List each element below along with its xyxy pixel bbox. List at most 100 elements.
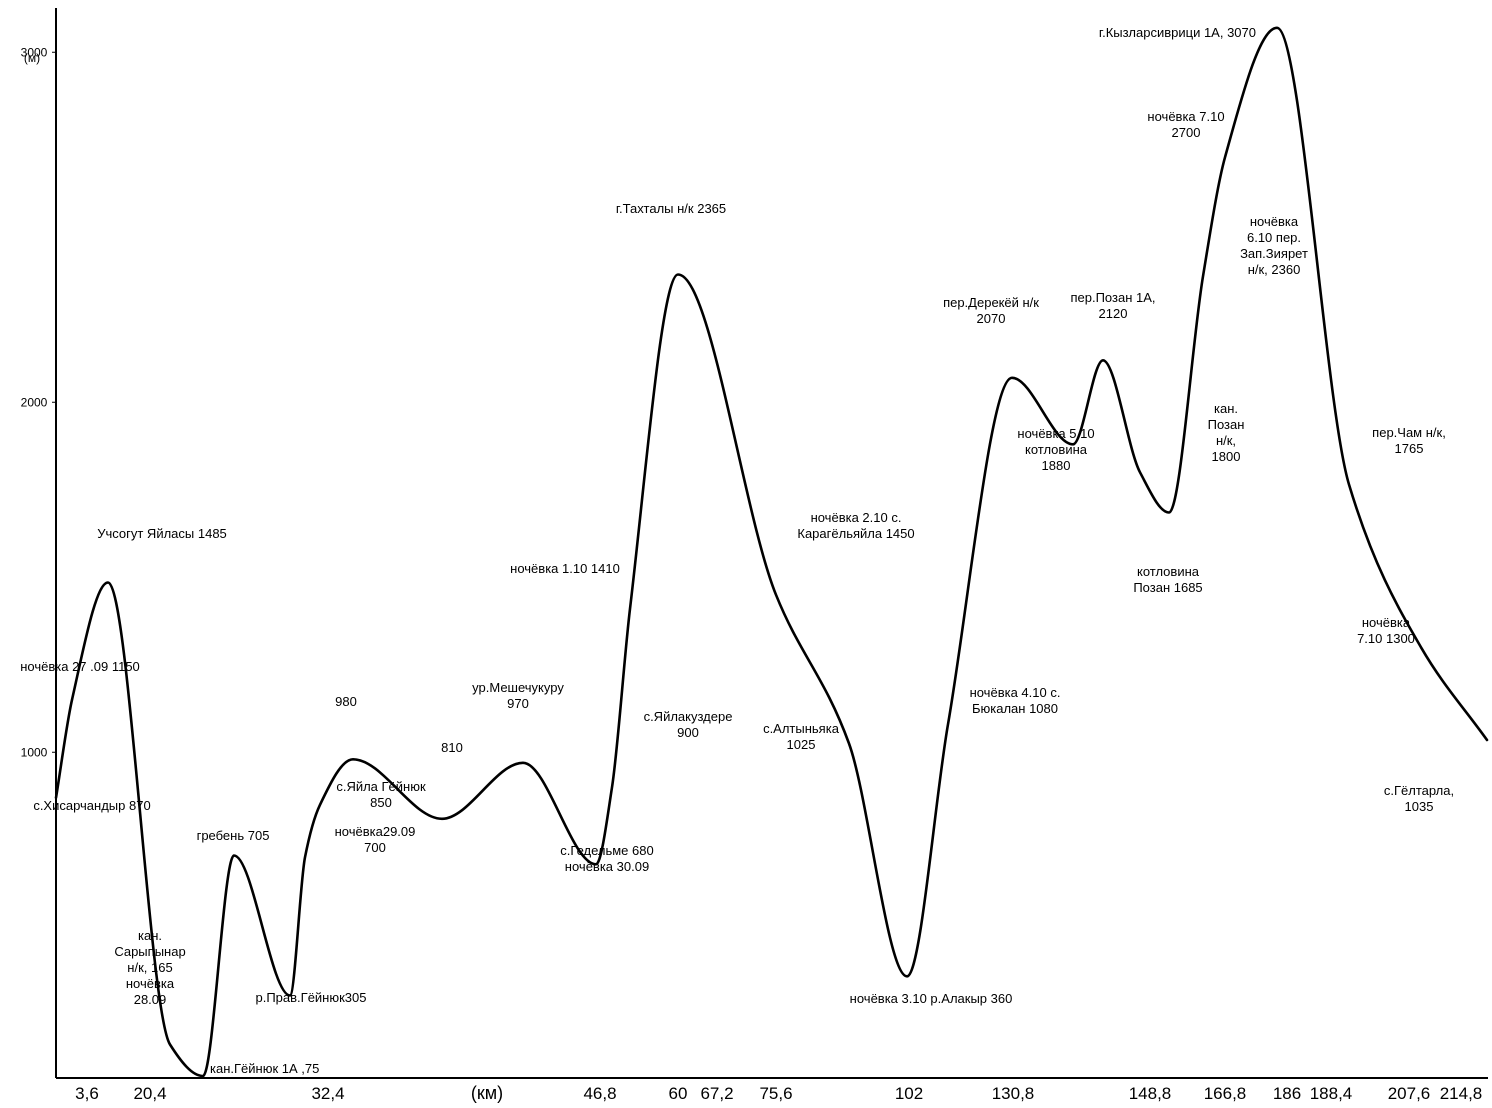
point-annotation: гребень 705 [197, 828, 270, 843]
point-annotation: ночёвка 27 .09 1150 [20, 659, 140, 674]
elevation-profile-line [54, 26, 1489, 1078]
annotation-line: с.Хисарчандыр 870 [33, 798, 150, 813]
annotation-line: 980 [335, 694, 357, 709]
annotation-line: 1765 [1395, 441, 1424, 456]
annotation-line: 6.10 пер. [1247, 230, 1301, 245]
annotation-line: 2070 [977, 311, 1006, 326]
point-annotation: ночёвка29.09 700 [335, 824, 416, 855]
annotation-line: пер.Позан 1А, [1070, 290, 1155, 305]
annotation-line: ночёвка 2.10 с. [811, 510, 902, 525]
point-annotation: 810 [441, 740, 463, 755]
point-annotation: р.Прав.Гёйнюк305 [255, 990, 366, 1005]
annotation-line: Карагёльяйла 1450 [797, 526, 914, 541]
annotation-line: н/к, [1216, 433, 1236, 448]
annotation-line: ночёвка [1250, 214, 1299, 229]
annotation-line: Зап.Зиярет [1240, 246, 1308, 261]
annotation-line: с.Яйлакуздере [644, 709, 733, 724]
annotation-line: ночёвка 5.10 [1017, 426, 1094, 441]
annotation-line: 2120 [1099, 306, 1128, 321]
annotation-line: кан. [1214, 401, 1238, 416]
annotation-line: г.Тахталы н/к 2365 [616, 201, 726, 216]
x-tick-label: 75,6 [759, 1084, 792, 1103]
x-tick-label: 67,2 [700, 1084, 733, 1103]
x-tick-label: 32,4 [311, 1084, 344, 1103]
x-tick-label: 148,8 [1129, 1084, 1172, 1103]
point-annotation: ночёвка 2.10 с. Карагёльяйла 1450 [797, 510, 914, 541]
y-tick-label: 1000 [21, 745, 48, 759]
point-annotation: с.Гёлтарла, 1035 [1384, 783, 1454, 814]
point-annotation: с.Яйлакуздере 900 [644, 709, 733, 740]
annotation-line: с.Гедельме 680 [560, 843, 653, 858]
annotation-line: ночёвка 1.10 1410 [510, 561, 620, 576]
point-annotation: 980 [335, 694, 357, 709]
point-annotation: г.Кызларсиврици 1А, 3070 [1099, 25, 1256, 40]
annotation-line: пер.Чам н/к, [1372, 425, 1446, 440]
annotation-line: 1800 [1212, 449, 1241, 464]
annotation-line: Позан 1685 [1133, 580, 1202, 595]
annotation-line: ночёвка 27 .09 1150 [20, 659, 140, 674]
point-annotation: пер.Дерекёй н/к 2070 [943, 295, 1039, 326]
annotation-line: с.Яйла Гёйнюк [336, 779, 426, 794]
annotation-line: ночёвка [126, 976, 175, 991]
point-annotation: Учсогут Яйласы 1485 [97, 526, 227, 541]
annotation-line: с.Алтыньяка [763, 721, 840, 736]
annotation-line: р.Прав.Гёйнюк305 [255, 990, 366, 1005]
point-annotation: ночёвка 7.10 1300 [1357, 615, 1415, 646]
annotation-line: котловина [1137, 564, 1200, 579]
point-annotation: котловина Позан 1685 [1133, 564, 1202, 595]
y-tick-label: 3000 [21, 45, 48, 59]
x-tick-label: 102 [895, 1084, 923, 1103]
annotation-line: ночёвка 7.10 [1147, 109, 1224, 124]
point-annotation: ур.Мешечукуру 970 [472, 680, 564, 711]
annotation-line: н/к, 165 [127, 960, 172, 975]
x-tick-label: 166,8 [1204, 1084, 1247, 1103]
point-annotation: с.Хисарчандыр 870 [33, 798, 150, 813]
annotation-line: 850 [370, 795, 392, 810]
point-annotation: пер.Чам н/к, 1765 [1372, 425, 1446, 456]
annotation-line: 900 [677, 725, 699, 740]
annotation-line: Позан [1208, 417, 1245, 432]
annotation-line: 7.10 1300 [1357, 631, 1415, 646]
annotation-line: Учсогут Яйласы 1485 [97, 526, 227, 541]
point-annotation: пер.Позан 1А, 2120 [1070, 290, 1155, 321]
point-annotation: с.Гедельме 680 ночёвка 30.09 [560, 843, 653, 874]
axes: (м) (км) [24, 8, 1488, 1103]
annotation-line: кан. [138, 928, 162, 943]
x-tick-label: 207,6 [1388, 1084, 1431, 1103]
x-tick-label: 20,4 [133, 1084, 166, 1103]
annotation-line: 1025 [787, 737, 816, 752]
x-axis-label: (км) [471, 1083, 503, 1103]
annotation-line: 1880 [1042, 458, 1071, 473]
x-tick-label: 188,4 [1310, 1084, 1353, 1103]
annotation-line: ночёвка 3.10 р.Алакыр 360 [850, 991, 1013, 1006]
annotation-line: ночёвка [1362, 615, 1411, 630]
annotation-line: Бюкалан 1080 [972, 701, 1058, 716]
point-annotation: ночёвка 7.10 2700 [1147, 109, 1224, 140]
point-annotation: кан. Сарыпынар н/к, 165 ночёвка 28.09 [114, 928, 185, 1007]
annotation-line: 2700 [1172, 125, 1201, 140]
annotation-line: г.Кызларсиврици 1А, 3070 [1099, 25, 1256, 40]
annotation-line: с.Гёлтарла, [1384, 783, 1454, 798]
point-annotation: с.Яйла Гёйнюк 850 [336, 779, 426, 810]
point-annotation: ночёвка 3.10 р.Алакыр 360 [850, 991, 1013, 1006]
y-tick-label: 2000 [21, 395, 48, 409]
annotation-line: н/к, 2360 [1248, 262, 1301, 277]
annotation-line: 810 [441, 740, 463, 755]
annotation-line: 1035 [1405, 799, 1434, 814]
x-tick-label: 60 [669, 1084, 688, 1103]
annotation-line: Сарыпынар [114, 944, 185, 959]
annotation-line: ур.Мешечукуру [472, 680, 564, 695]
x-tick-label: 214,8 [1440, 1084, 1483, 1103]
y-ticks: 1000 2000 3000 [21, 45, 56, 759]
x-tick-label: 130,8 [992, 1084, 1035, 1103]
annotation-line: 970 [507, 696, 529, 711]
point-annotation: ночёвка 1.10 1410 [510, 561, 620, 576]
point-annotation: с.Алтыньяка 1025 [763, 721, 840, 752]
x-tick-label: 3,6 [75, 1084, 99, 1103]
annotation-line: ночёвка29.09 [335, 824, 416, 839]
annotation-line: кан.Гёйнюк 1А ,75 [210, 1061, 319, 1076]
x-tick-label: 46,8 [583, 1084, 616, 1103]
point-annotation: кан.Гёйнюк 1А ,75 [210, 1061, 319, 1076]
x-tick-label: 186 [1273, 1084, 1301, 1103]
